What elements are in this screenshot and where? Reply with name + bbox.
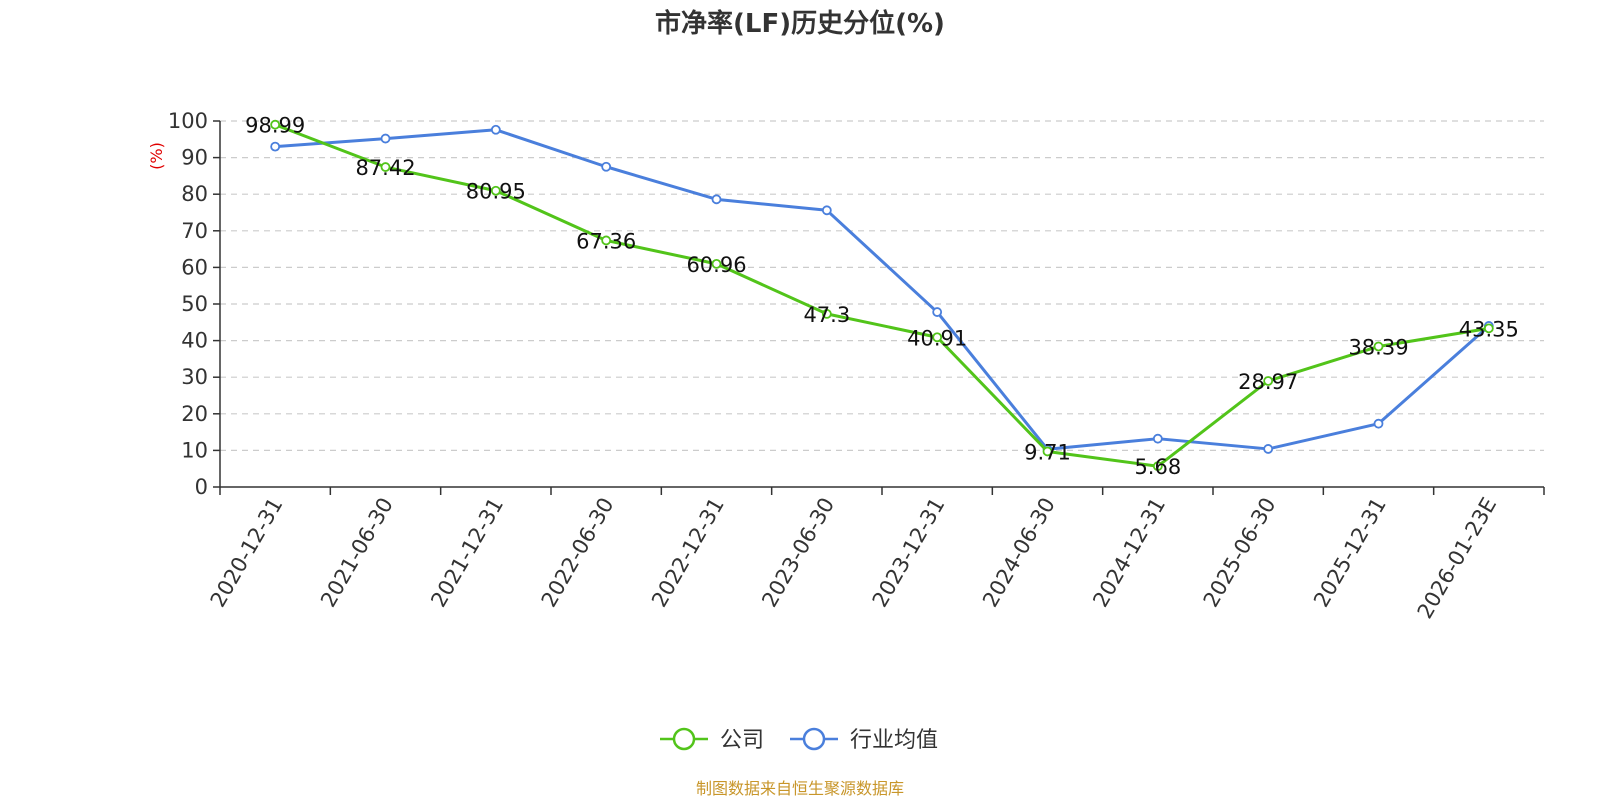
y-tick-label: 20 xyxy=(181,402,208,426)
source-note: 制图数据来自恒生聚源数据库 xyxy=(696,779,904,798)
legend-company-label: 公司 xyxy=(720,728,764,753)
data-label: 98.99 xyxy=(245,114,305,138)
data-point[interactable] xyxy=(711,258,722,269)
legend-item-company[interactable]: 公司 xyxy=(660,727,764,753)
legend-industry-marker xyxy=(802,727,826,751)
data-point[interactable] xyxy=(1373,341,1384,352)
data-point[interactable] xyxy=(270,141,281,152)
series-layer xyxy=(270,119,1494,472)
chart-title: 市净率(LF)历史分位(%) xyxy=(655,8,945,39)
legend-industry-label: 行业均值 xyxy=(850,728,938,753)
data-label: 80.95 xyxy=(466,180,526,204)
x-tick-label: 2025-06-30 xyxy=(1199,494,1281,612)
data-point[interactable] xyxy=(821,205,832,216)
data-point[interactable] xyxy=(1263,376,1274,386)
data-point[interactable] xyxy=(932,332,943,343)
x-axis-ticks: 2020-12-31 2021-06-30 2021-12-31 2022-06-30… xyxy=(206,487,1545,623)
data-point[interactable] xyxy=(1483,323,1494,334)
data-point[interactable] xyxy=(1152,433,1163,444)
data-point[interactable] xyxy=(270,119,281,130)
x-tick-label: 2023-06-30 xyxy=(757,494,839,612)
series-line-company xyxy=(274,123,1490,468)
data-point[interactable] xyxy=(601,235,612,246)
data-labels: 98.99 87.42 80.95 67.36 60.96 47.3 40.91 9.71 5.… xyxy=(245,114,1519,480)
series-industry-average xyxy=(270,124,1494,455)
data-label: 28.97 xyxy=(1238,370,1298,394)
y-tick-label: 60 xyxy=(181,255,208,279)
series-line-industry-average xyxy=(275,128,1490,451)
grid-lines xyxy=(220,120,1544,451)
y-tick-label: 80 xyxy=(181,182,208,206)
data-label: 40.91 xyxy=(907,326,967,350)
x-tick-label: 2021-06-30 xyxy=(316,494,398,612)
y-tick-label: 0 xyxy=(195,475,208,499)
data-point[interactable] xyxy=(380,162,391,172)
x-tick-label: 2024-06-30 xyxy=(978,494,1060,612)
y-tick-label: 30 xyxy=(181,365,208,389)
x-tick-label: 2020-12-31 xyxy=(206,494,288,612)
y-axis-ticks: 0 10 20 30 40 50 60 70 80 90 100 xyxy=(168,109,220,499)
data-point[interactable] xyxy=(821,308,832,319)
data-label: 47.3 xyxy=(803,303,850,327)
x-tick-label: 2023-12-31 xyxy=(868,494,950,612)
x-tick-label: 2021-12-31 xyxy=(426,494,508,612)
data-point[interactable] xyxy=(601,161,612,172)
y-tick-label: 90 xyxy=(181,146,208,170)
data-point[interactable] xyxy=(1152,461,1163,472)
series-company xyxy=(270,119,1494,472)
data-label: 67.36 xyxy=(576,229,636,253)
data-point[interactable] xyxy=(932,307,943,317)
x-tick-label: 2022-12-31 xyxy=(647,494,729,612)
y-tick-label: 10 xyxy=(181,438,208,462)
y-axis-unit-label: (%) xyxy=(147,142,166,170)
data-point[interactable] xyxy=(490,185,501,196)
legend-item-industry[interactable]: 行业均值 xyxy=(790,727,938,753)
data-label: 87.42 xyxy=(355,156,415,180)
x-tick-label: 2024-12-31 xyxy=(1088,494,1170,612)
x-tick-label: 2022-06-30 xyxy=(537,494,619,612)
data-point[interactable] xyxy=(1373,418,1384,429)
data-label: 9.71 xyxy=(1024,440,1071,464)
data-point[interactable] xyxy=(490,124,501,135)
data-label: 60.96 xyxy=(686,253,746,277)
data-point[interactable] xyxy=(1263,444,1274,454)
data-label: 38.39 xyxy=(1348,335,1408,359)
data-label: 43.35 xyxy=(1459,317,1519,341)
data-label: 5.68 xyxy=(1134,455,1181,479)
y-tick-label: 70 xyxy=(181,219,208,243)
data-point[interactable] xyxy=(1042,446,1053,457)
legend[interactable]: 公司 行业均值 xyxy=(660,727,938,753)
legend-company-marker xyxy=(672,727,696,751)
data-point[interactable] xyxy=(380,133,391,144)
y-tick-label: 50 xyxy=(181,292,208,316)
y-tick-label: 40 xyxy=(181,329,208,353)
x-tick-label: 2025-12-31 xyxy=(1309,494,1391,612)
y-tick-label: 100 xyxy=(168,109,208,133)
data-point[interactable] xyxy=(711,194,722,205)
x-tick-label: 2026-01-23E xyxy=(1413,494,1501,623)
